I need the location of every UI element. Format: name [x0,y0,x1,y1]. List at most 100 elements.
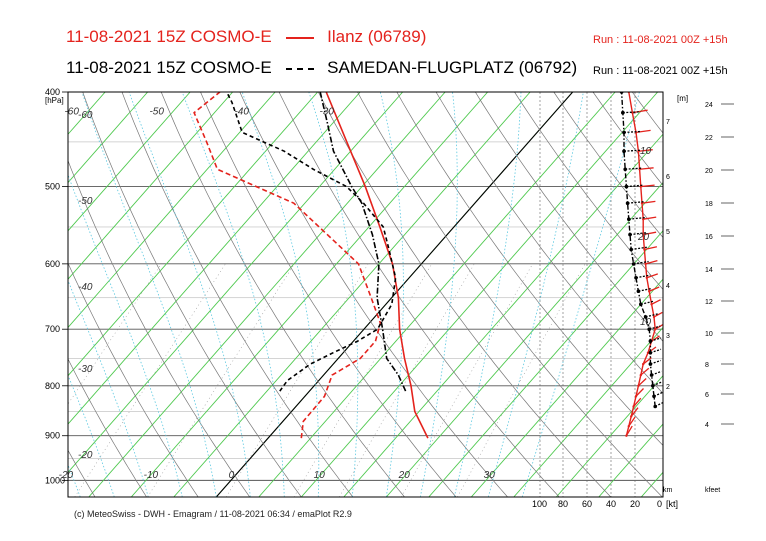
wind-arrow [625,425,633,437]
dry-adiabat [672,92,766,497]
height-m-unit: [m] [677,94,688,103]
wind-arrow [646,273,659,279]
isotherm-zero [215,92,574,497]
background-grid [68,92,663,497]
plot-frame [67,91,664,498]
wind-arrow [640,300,655,305]
dry-adiabat [711,92,766,497]
isotherm [640,471,663,497]
wind-inner-label: 10 [640,317,652,328]
wind-point [636,289,641,294]
wind-point [631,262,636,266]
mixing-ratio-line [147,263,295,497]
wind-arrow [651,299,661,305]
wind-point [652,394,656,399]
mixing-ratio-line [74,263,226,497]
wind-arrow [644,246,658,251]
isotherm [598,423,663,497]
wind-point [628,232,632,237]
wind-arrow [640,367,650,376]
mixing-ratio-line [225,263,369,497]
wind-point [642,218,645,221]
pressure-tick-label: 600 [45,259,60,269]
kfeet-tick-label: 6 [705,392,709,399]
wind-point [631,111,634,114]
wind-point [627,217,631,221]
temperature-line-samedan [319,92,407,392]
sounding-series [193,92,429,439]
wind-arrow [623,130,642,134]
wind-point [645,276,648,279]
height-m-tick-label: 4 [666,283,670,290]
wind-arrow [628,92,632,93]
isotherm [68,92,319,377]
wind-point [644,262,647,266]
wind-point [646,351,650,354]
wind-arrow [627,201,645,204]
wind-arrow [639,167,654,170]
wind-point [642,362,645,366]
isotherm [385,181,663,497]
moist-adiabat [0,92,46,497]
wind-arrow [651,335,660,342]
wind-arrow [635,388,644,397]
wind-arrow [623,149,642,152]
wind-point [647,327,651,332]
wind-inner-label: 10 [640,146,652,157]
mixing-ratio-line [293,263,433,497]
mixing-ratio-line [68,263,162,405]
wind-arrow [631,246,647,251]
dry-adiabat-label: -50 [78,196,93,207]
moist-adiabat [419,92,458,497]
wind-point [632,405,635,408]
wind-arrow [650,337,662,342]
header-line2-run: Run : 11-08-2021 00Z +15h [593,65,728,77]
moist-adiabat [81,92,217,497]
dry-adiabat [396,92,663,446]
isotherm-label: 10 [314,470,326,481]
isotherm [555,375,663,497]
height-m-tick-label: 7 [666,119,670,126]
wind-point [637,384,640,387]
dry-adiabat [514,92,663,290]
dry-adiabat [317,92,612,497]
dry-adiabat [160,92,405,497]
isotherm [343,133,663,497]
wind-point [648,362,653,366]
wind-point [643,315,648,319]
moist-adiabat [379,92,404,497]
mixing-ratio-line [338,263,475,497]
isotherm [88,92,446,497]
kfeet-tick-label: 14 [705,267,713,274]
moist-adiabat [308,92,359,497]
pressure-tick-label: 700 [45,324,60,334]
legend-line-ilanz [286,36,315,39]
kfeet-tick-label: 22 [705,135,713,142]
wind-arrow [645,259,658,265]
kfeet-tick-label: 12 [705,299,713,306]
dry-adiabat [750,92,766,497]
header-line1: 11-08-2021 15Z COSMO-E Ilanz (06789) [66,27,426,47]
isotherm-label: -20 [59,470,74,481]
wind-point [648,339,653,343]
wind-point [634,395,638,398]
wind-arrow [640,184,655,188]
isotherm [173,92,531,497]
wind-point [623,167,627,172]
footer-credit: (c) MeteoSwiss - DWH - Emagram / 11-08-2… [74,509,352,519]
wind-arrow [633,260,649,265]
wind-point [627,425,630,428]
isotherm-label: -40 [234,107,249,118]
pressure-tick-label: 1000 [45,475,65,485]
kfeet-tick-label: 8 [705,362,709,369]
isotherm-label: 20 [398,470,411,481]
wind-arrow [628,416,636,427]
legend-line-samedan [286,67,315,70]
wind-point [625,201,630,205]
header-line1-series: Ilanz (06789) [327,27,427,46]
wind-point [640,202,644,205]
wind-point [639,373,642,377]
wind-tick-label: 100 [532,499,547,509]
dry-adiabat [278,92,560,497]
